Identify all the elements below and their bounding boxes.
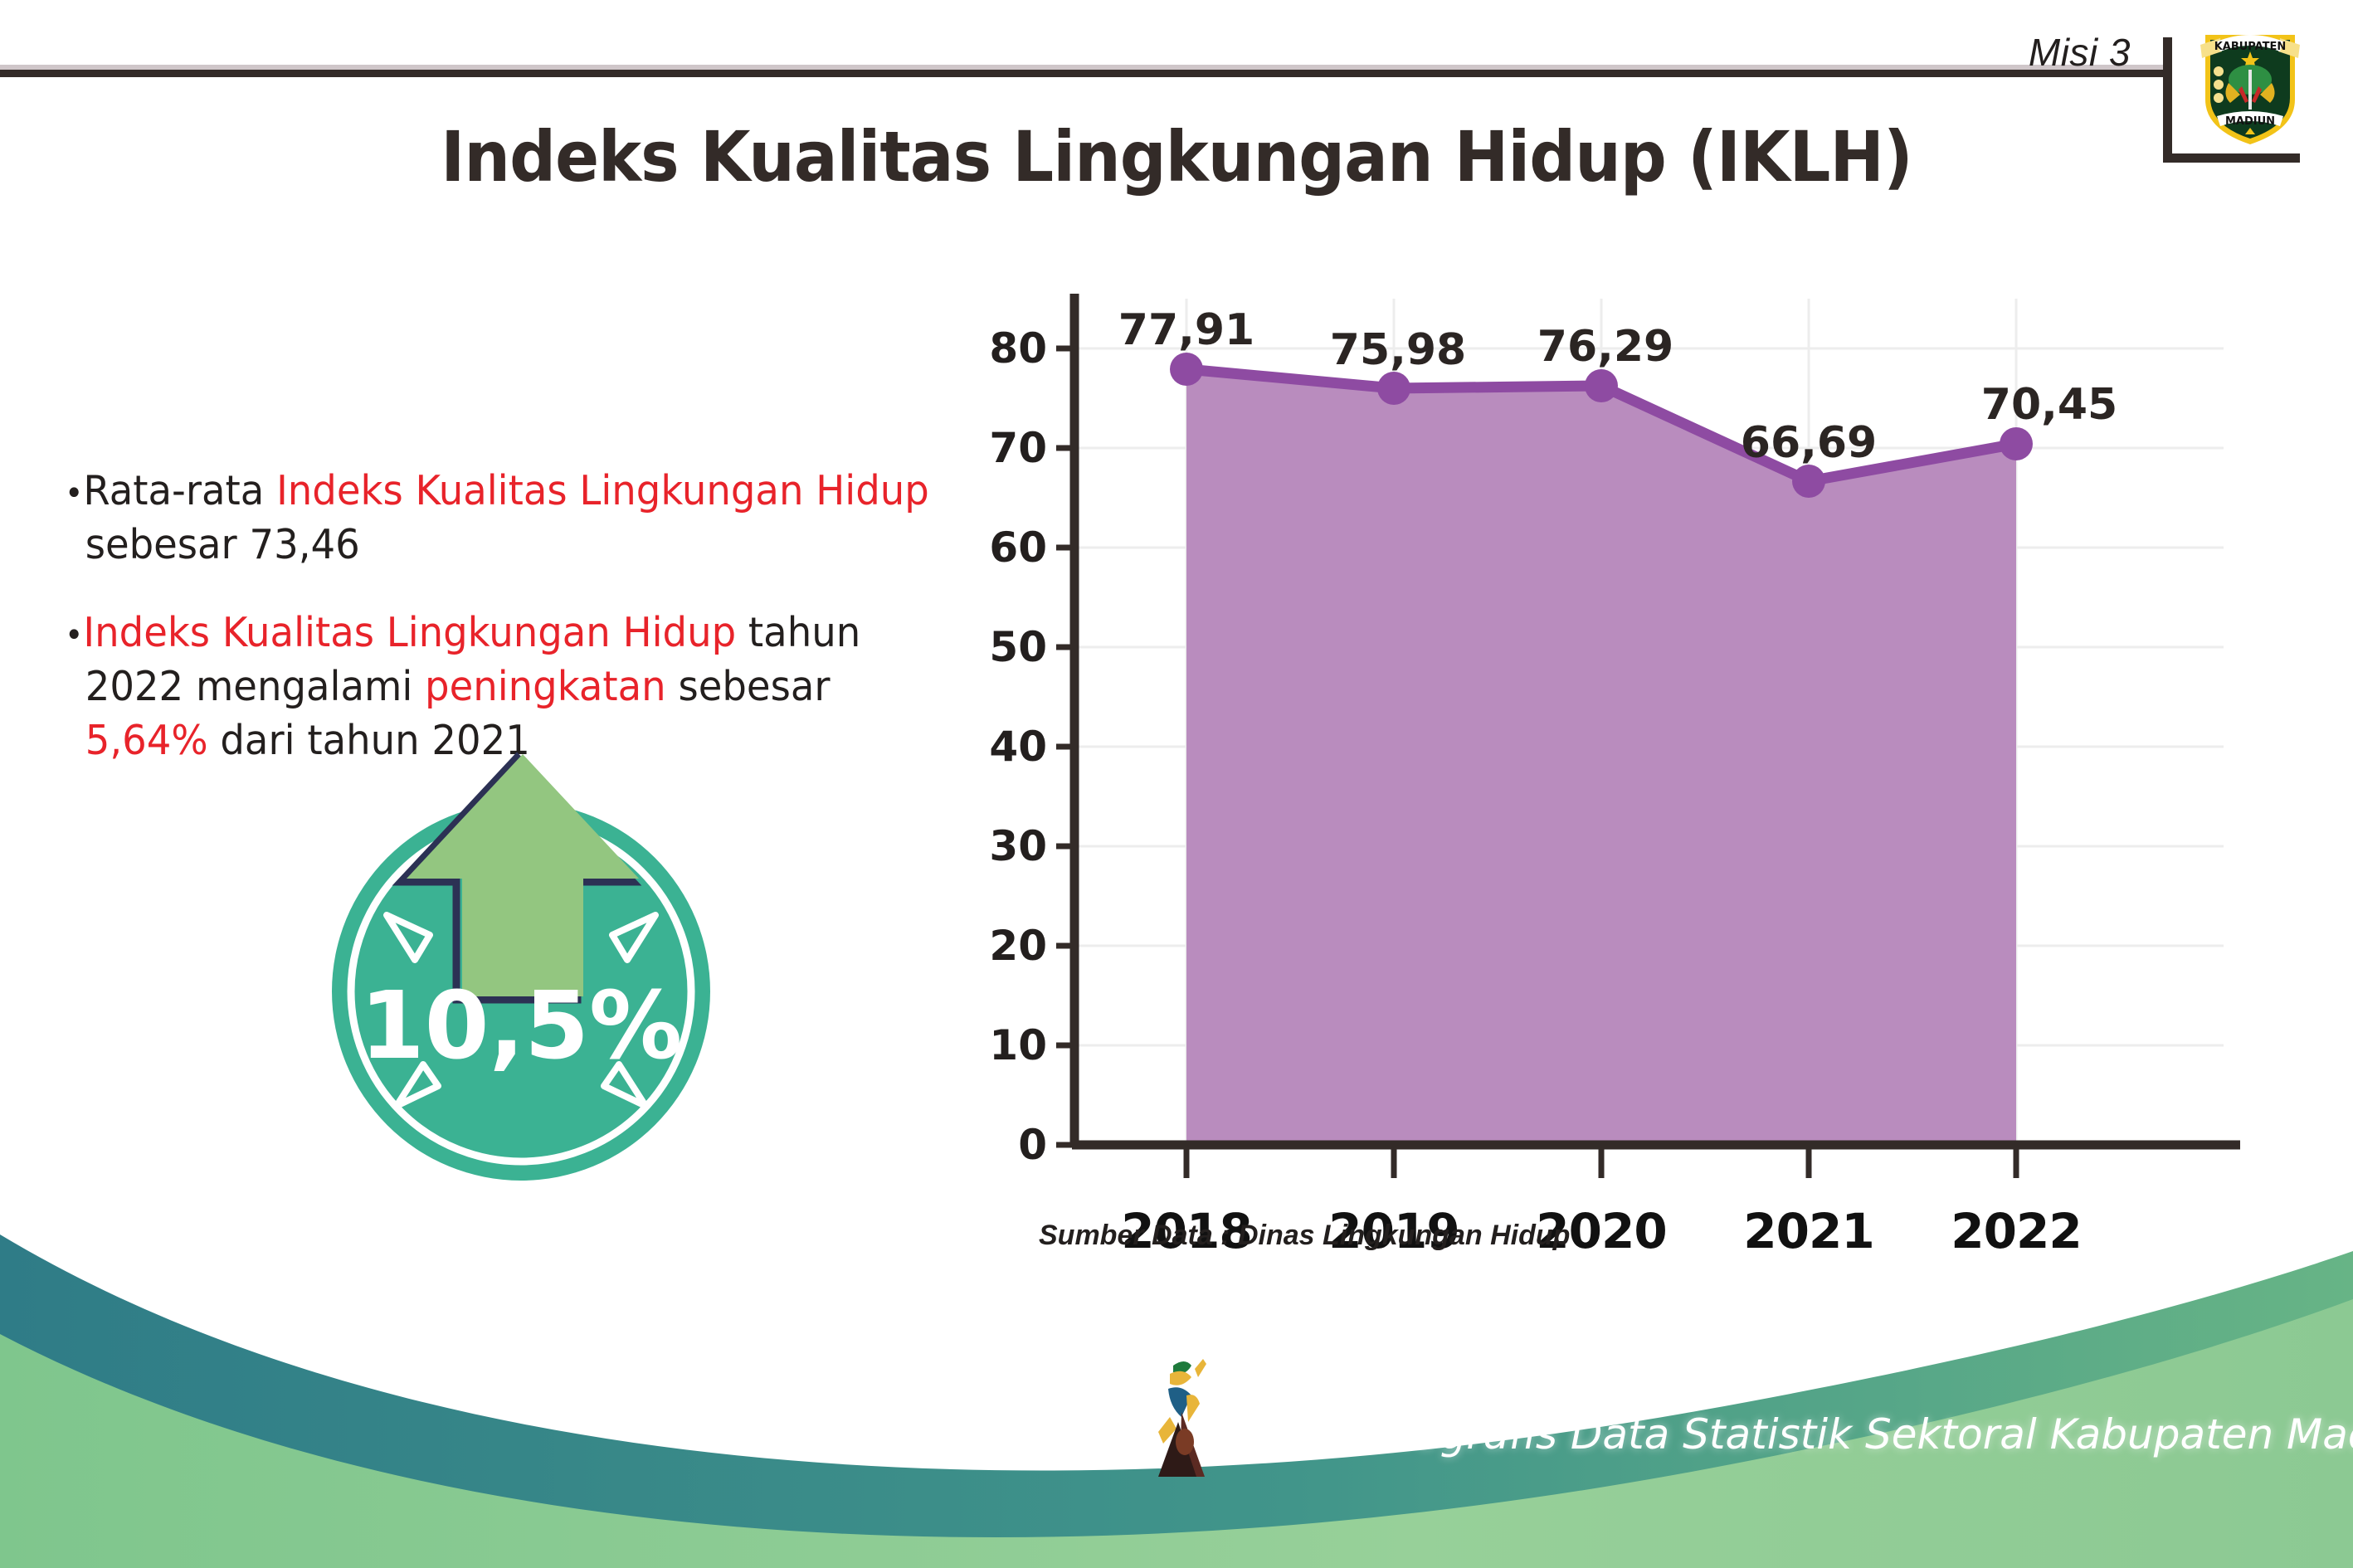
badge-arrow-outline-icon [392, 752, 642, 1004]
y-tick-label-40: 40 [989, 723, 1047, 771]
header-bracket-vertical [2163, 70, 2172, 163]
y-tick-label-0: 0 [1018, 1121, 1047, 1169]
data-label-2018: 77,91 [1118, 305, 1255, 355]
x-tick-label-2022: 2022 [1951, 1203, 2082, 1259]
x-tick-label-2018: 2018 [1121, 1203, 1252, 1259]
header-bracket-upper [2163, 37, 2172, 75]
y-tick-label-50: 50 [989, 623, 1047, 671]
chart-svg [1056, 294, 2240, 1178]
bullet-text-1-2: peningkatan [425, 663, 666, 711]
x-tick-label-2020: 2020 [1536, 1203, 1667, 1259]
badge-arrow-icon [407, 754, 639, 996]
bullet-list: •Rata-rata Indeks Kualitas Lingkungan Hi… [65, 465, 994, 802]
x-tick-label-2019: 2019 [1328, 1203, 1459, 1259]
bullet-text-0-0: Rata-rata [83, 467, 277, 514]
page-title: Indeks Kualitas Lingkungan Hidup (IKLH) [441, 116, 1912, 197]
y-tick-label-70: 70 [989, 424, 1047, 472]
bullet-text-0-1: Indeks Kualitas Lingkungan Hidup [276, 467, 929, 514]
y-tick-label-20: 20 [989, 922, 1047, 970]
bullet-text-1-5: dari tahun 2021 [207, 716, 530, 764]
media-infografis-logo-icon [1158, 1359, 1206, 1477]
increase-badge: 10,5% [332, 752, 710, 1181]
bullet-text-1-0: Indeks Kualitas Lingkungan Hidup [83, 609, 737, 657]
misi-label: Misi 3 [2028, 31, 2131, 74]
bullet-item-0: •Rata-rata Indeks Kualitas Lingkungan Hi… [65, 465, 948, 572]
data-label-2021: 66,69 [1740, 418, 1878, 468]
crest-bottom-label: MADIUN [2225, 115, 2275, 128]
chart-x-ticks [1183, 1149, 2019, 1178]
x-tick-label-2021: 2021 [1743, 1203, 1874, 1259]
header-rule-shadow [0, 65, 2170, 70]
kabupaten-madiun-crest-icon: KABUPATEN MADIUN [2200, 35, 2300, 144]
data-label-2020: 76,29 [1537, 322, 1674, 372]
bullet-text-1-4: 5,64% [85, 716, 208, 764]
source-note: Sumber Data : Dinas Lingkungan Hidup [1039, 1220, 1571, 1251]
footer-wave-light [0, 1299, 2353, 1568]
y-tick-label-60: 60 [989, 523, 1047, 572]
data-label-2019: 75,98 [1329, 325, 1467, 375]
bullet-text-0-2: sebesar 73,46 [85, 520, 360, 568]
bullet-text-1-3: sebesar [665, 663, 831, 711]
y-tick-label-80: 80 [989, 324, 1047, 373]
bullet-text-1-1: tahun 2022 mengalami [85, 609, 861, 711]
chart-markers [1170, 353, 2033, 498]
footer-caption: Media Infografis Data Statistik Sektoral… [1224, 1410, 2353, 1458]
footer-waves [0, 1234, 2353, 1568]
data-label-2022: 70,45 [1980, 380, 2118, 430]
iklh-area-chart: 80 70 60 50 40 30 20 10 0 2018 2019 2020… [979, 282, 2240, 1278]
header-bracket-horizontal [2163, 153, 2300, 163]
header-rule [0, 70, 2170, 77]
badge-corner-arrows-icon [383, 912, 659, 1109]
crest-top-label: KABUPATEN [2214, 41, 2287, 53]
badge-value-label: 10,5% [360, 972, 683, 1080]
bullet-item-1: •Indeks Kualitas Lingkungan Hidup tahun … [65, 606, 948, 767]
bullet-marker-icon: • [65, 475, 84, 513]
chart-y-ticks [1056, 345, 1079, 1148]
chart-area-fill [1186, 369, 2016, 1145]
y-tick-label-10: 10 [989, 1021, 1047, 1069]
y-tick-label-30: 30 [989, 822, 1047, 870]
bullet-marker-icon: • [65, 616, 84, 655]
